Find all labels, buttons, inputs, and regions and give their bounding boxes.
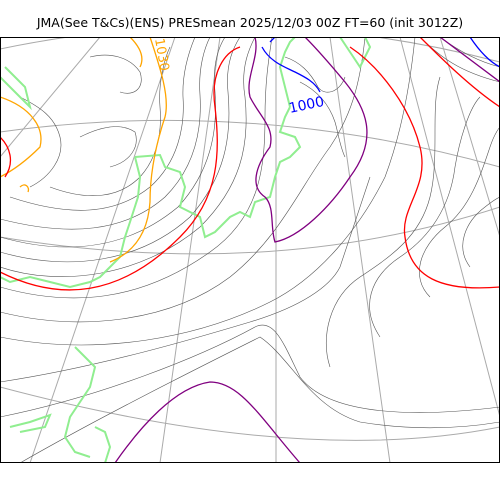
isobar <box>0 176 371 383</box>
coastline-sw <box>9 413 52 433</box>
latitude-line <box>0 119 500 168</box>
coastline-japan <box>134 106 302 239</box>
pressure-map: 1000 1030 <box>0 37 500 463</box>
coastline-sakhalin <box>278 37 296 108</box>
graticule <box>0 37 500 463</box>
isobar <box>419 126 500 298</box>
coastline-islands <box>94 426 112 463</box>
longitude-line <box>159 37 221 463</box>
isobar <box>79 126 137 168</box>
isobar-1000 <box>261 37 500 93</box>
isobar <box>19 336 500 463</box>
isobar <box>439 37 500 68</box>
isobar <box>89 54 142 94</box>
isobar <box>0 37 273 299</box>
isobar <box>0 37 241 263</box>
isobar <box>0 37 366 323</box>
isobar <box>0 37 226 248</box>
isobar <box>325 76 441 368</box>
latitude-line <box>0 386 500 441</box>
coastline-north <box>339 37 372 69</box>
isobar <box>0 324 500 418</box>
isobar <box>9 37 196 211</box>
longitude-line <box>399 37 500 418</box>
isobar <box>19 96 62 188</box>
isobar-1010 <box>114 37 500 463</box>
longitude-line <box>0 37 101 158</box>
longitude-line <box>329 37 391 463</box>
coastline-korea <box>0 156 142 289</box>
isobar-label-1030: 1030 <box>151 37 172 72</box>
coastline-west <box>0 66 32 111</box>
isobar <box>0 37 416 346</box>
coastline-taiwan <box>63 346 97 458</box>
isobar <box>0 37 211 230</box>
isobar <box>369 96 481 338</box>
isobar <box>299 81 346 158</box>
isobar <box>284 56 346 93</box>
isobars-thin <box>0 37 500 463</box>
isobar-1020 <box>0 37 500 291</box>
isobar-1030 <box>0 37 167 263</box>
coastlines <box>0 37 372 463</box>
longitude-line <box>439 37 500 238</box>
longitude-line <box>29 37 176 463</box>
latitude-line <box>0 37 500 63</box>
isobar <box>462 196 500 268</box>
isobar <box>0 37 256 277</box>
map-title: JMA(See T&Cs)(ENS) PRESmean 2025/12/03 0… <box>36 15 464 30</box>
isobar-label-1000: 1000 <box>288 94 326 117</box>
